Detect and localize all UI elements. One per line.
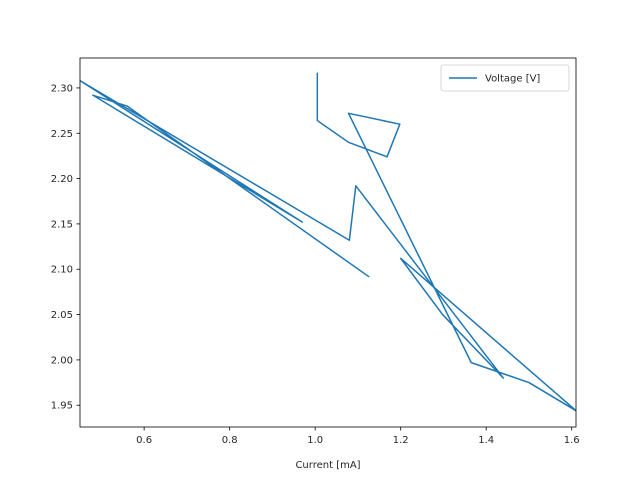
series-layer — [80, 72, 576, 412]
x-axis-label: Current [mA] — [295, 460, 360, 471]
y-tick-label: 2.00 — [51, 355, 73, 366]
legend-label: Voltage [V] — [485, 74, 540, 85]
y-tick-label: 2.25 — [51, 129, 73, 140]
x-tick-label: 1.6 — [564, 435, 580, 446]
legend-box — [440, 64, 570, 92]
x-tick-label: 1.0 — [307, 435, 323, 446]
x-tick-label: 1.2 — [393, 435, 409, 446]
series-line-0 — [80, 72, 576, 412]
plot-area-background — [80, 58, 576, 427]
y-tick-label: 2.20 — [51, 174, 73, 185]
legend: Voltage [V] — [440, 64, 570, 92]
y-tick-label: 2.15 — [51, 219, 73, 230]
x-tick-label: 0.8 — [222, 435, 238, 446]
y-tick-label: 2.05 — [51, 310, 73, 321]
x-axis-ticks: 0.6 0.8 1.0 1.2 1.4 1.6 — [136, 427, 580, 446]
y-axis-ticks: 1.95 2.00 2.05 2.10 2.15 2.20 2.25 2.30 — [51, 83, 80, 412]
y-tick-label: 2.30 — [51, 83, 73, 94]
x-tick-label: 0.6 — [136, 435, 152, 446]
plot-area-frame — [79, 57, 577, 428]
x-tick-label: 1.4 — [478, 435, 494, 446]
y-tick-label: 1.95 — [51, 401, 73, 412]
y-tick-label: 2.10 — [51, 265, 73, 276]
